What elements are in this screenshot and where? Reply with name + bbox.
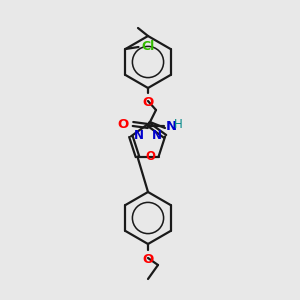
Text: O: O — [118, 118, 129, 130]
Text: H: H — [174, 118, 183, 131]
Text: N: N — [152, 129, 162, 142]
Text: O: O — [142, 253, 154, 266]
Text: Cl: Cl — [142, 40, 155, 53]
Text: N: N — [134, 129, 144, 142]
Text: N: N — [166, 119, 177, 133]
Text: O: O — [146, 150, 156, 163]
Text: O: O — [142, 96, 154, 109]
